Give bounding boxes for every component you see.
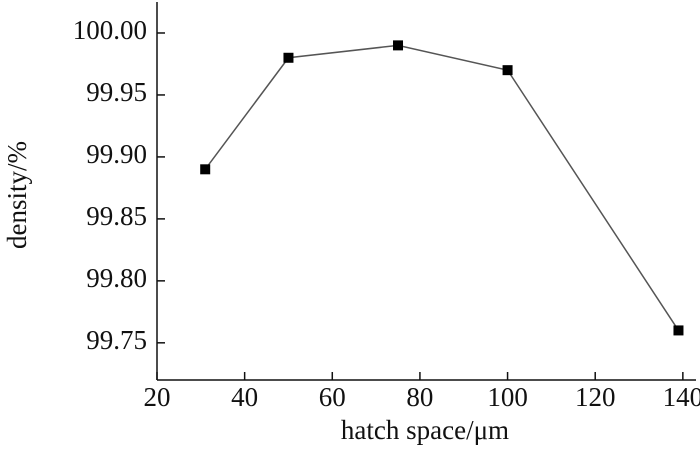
marker (502, 65, 513, 76)
x-tick-label: 100 (487, 382, 528, 412)
y-tick-label: 99.90 (86, 139, 147, 169)
x-tick-label: 40 (231, 382, 258, 412)
x-tick-label: 60 (319, 382, 346, 412)
y-tick-label: 99.95 (86, 77, 147, 107)
x-tick-label: 120 (575, 382, 616, 412)
y-axis-label: density/% (2, 141, 32, 249)
x-tick-label: 140 (663, 382, 700, 412)
y-tick-label: 100.00 (73, 15, 147, 45)
y-tick-label: 99.85 (86, 201, 147, 231)
marker (283, 52, 294, 63)
marker (673, 325, 684, 336)
x-axis-label: hatch space/μm (341, 415, 509, 445)
marker (200, 164, 211, 175)
x-tick-label: 80 (406, 382, 433, 412)
x-tick-label: 20 (144, 382, 171, 412)
y-tick-label: 99.80 (86, 263, 147, 293)
series-line (204, 44, 680, 331)
y-tick-label: 99.75 (86, 325, 147, 355)
marker (393, 40, 404, 51)
